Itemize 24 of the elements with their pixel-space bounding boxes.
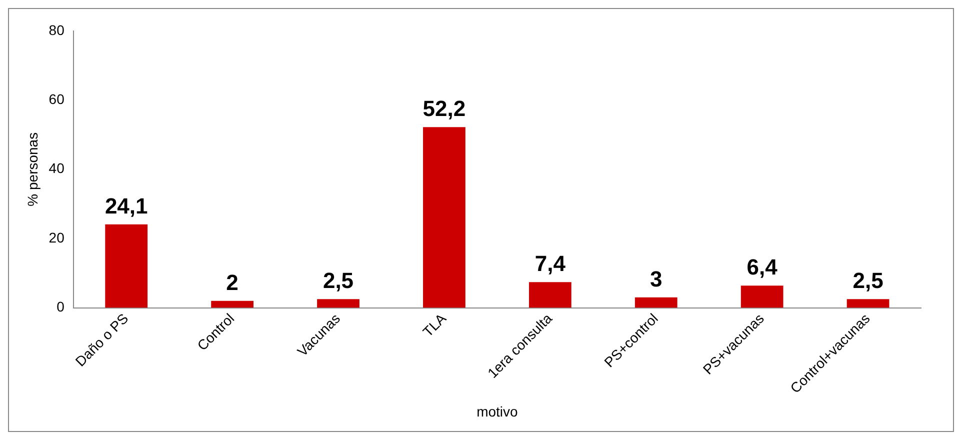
data-label: 24,1	[104, 193, 148, 218]
bar	[105, 224, 148, 308]
y-tick-label: 40	[48, 160, 65, 176]
y-axis-title: % personas	[24, 132, 40, 206]
data-label: 2	[226, 270, 238, 295]
y-tick-label: 80	[48, 22, 65, 38]
x-tick-label: TLA	[420, 310, 450, 340]
bar	[528, 282, 572, 308]
data-label: 7,4	[534, 251, 566, 276]
data-label: 2,5	[322, 268, 354, 294]
data-label: 3	[650, 266, 662, 292]
bar	[740, 286, 784, 308]
bar	[634, 297, 678, 308]
y-tick-label: 60	[48, 91, 65, 108]
x-axis-title: motivo	[476, 403, 518, 420]
bar	[846, 299, 890, 308]
data-label: 6,4	[746, 254, 778, 280]
bar	[211, 300, 254, 308]
data-label: 52,2	[422, 96, 466, 122]
bar	[423, 127, 466, 308]
y-tick-label: 20	[48, 229, 65, 246]
bar	[317, 299, 360, 308]
data-label: 2,5	[852, 268, 884, 294]
y-tick-label: 0	[56, 298, 65, 315]
